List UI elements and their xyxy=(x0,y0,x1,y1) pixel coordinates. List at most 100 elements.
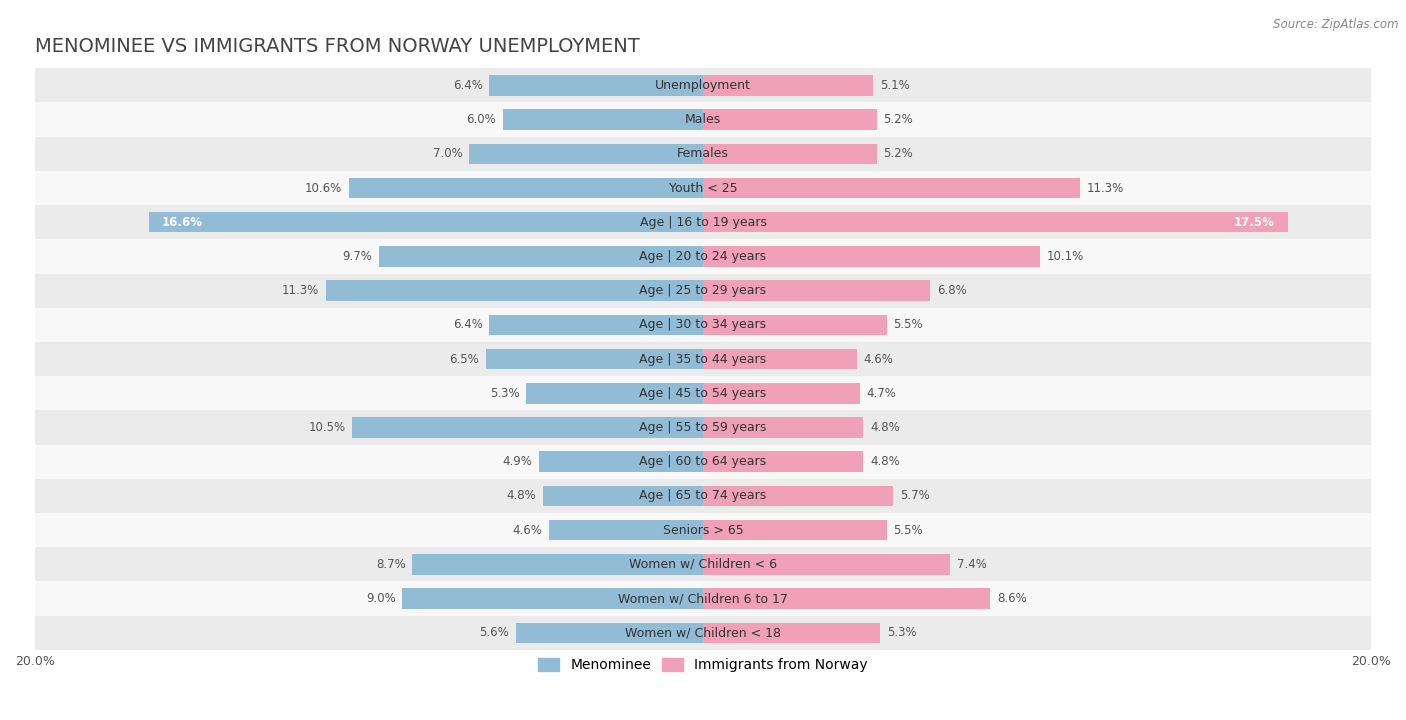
Text: 5.6%: 5.6% xyxy=(479,626,509,639)
Text: 7.4%: 7.4% xyxy=(957,558,987,571)
Bar xyxy=(703,588,990,609)
Bar xyxy=(486,348,703,369)
Text: Women w/ Children < 18: Women w/ Children < 18 xyxy=(626,626,780,639)
Bar xyxy=(703,246,1040,266)
Bar xyxy=(502,109,703,130)
Text: 8.6%: 8.6% xyxy=(997,592,1026,605)
Text: 9.7%: 9.7% xyxy=(343,250,373,263)
Bar xyxy=(35,616,1371,650)
Text: Age | 35 to 44 years: Age | 35 to 44 years xyxy=(640,353,766,366)
Text: Age | 60 to 64 years: Age | 60 to 64 years xyxy=(640,455,766,468)
Bar xyxy=(543,486,703,506)
Text: 16.6%: 16.6% xyxy=(162,216,202,229)
Bar xyxy=(516,623,703,643)
Bar xyxy=(703,554,950,575)
Text: 4.7%: 4.7% xyxy=(866,387,897,400)
Bar xyxy=(35,513,1371,547)
Bar xyxy=(489,75,703,96)
Text: 6.8%: 6.8% xyxy=(936,284,966,297)
Text: Age | 30 to 34 years: Age | 30 to 34 years xyxy=(640,318,766,331)
Bar xyxy=(703,280,931,301)
Text: 4.6%: 4.6% xyxy=(513,523,543,536)
Bar xyxy=(35,376,1371,410)
Text: Women w/ Children 6 to 17: Women w/ Children 6 to 17 xyxy=(619,592,787,605)
Text: 8.7%: 8.7% xyxy=(375,558,406,571)
Bar xyxy=(35,137,1371,171)
Text: 5.7%: 5.7% xyxy=(900,490,929,503)
Text: 6.0%: 6.0% xyxy=(467,113,496,126)
Bar xyxy=(35,274,1371,307)
Text: Age | 55 to 59 years: Age | 55 to 59 years xyxy=(640,421,766,434)
Bar xyxy=(703,178,1080,198)
Text: 5.2%: 5.2% xyxy=(883,113,912,126)
Legend: Menominee, Immigrants from Norway: Menominee, Immigrants from Norway xyxy=(533,653,873,678)
Bar xyxy=(489,315,703,335)
Text: Youth < 25: Youth < 25 xyxy=(669,181,737,194)
Bar xyxy=(470,143,703,164)
Bar xyxy=(412,554,703,575)
Bar xyxy=(703,143,877,164)
Bar xyxy=(35,205,1371,239)
Text: 10.6%: 10.6% xyxy=(305,181,342,194)
Bar xyxy=(35,171,1371,205)
Text: 7.0%: 7.0% xyxy=(433,148,463,161)
Text: Age | 16 to 19 years: Age | 16 to 19 years xyxy=(640,216,766,229)
Bar xyxy=(703,212,1288,233)
Bar xyxy=(703,109,877,130)
Bar xyxy=(35,582,1371,616)
Bar xyxy=(703,417,863,438)
Bar xyxy=(703,315,887,335)
Bar xyxy=(149,212,703,233)
Bar xyxy=(353,417,703,438)
Text: 11.3%: 11.3% xyxy=(1087,181,1125,194)
Text: Age | 65 to 74 years: Age | 65 to 74 years xyxy=(640,490,766,503)
Text: Women w/ Children < 6: Women w/ Children < 6 xyxy=(628,558,778,571)
Bar xyxy=(349,178,703,198)
Text: 5.3%: 5.3% xyxy=(489,387,519,400)
Text: 11.3%: 11.3% xyxy=(281,284,319,297)
Text: Males: Males xyxy=(685,113,721,126)
Bar xyxy=(35,102,1371,137)
Bar xyxy=(703,75,873,96)
Bar xyxy=(703,623,880,643)
Bar xyxy=(35,342,1371,376)
Text: 9.0%: 9.0% xyxy=(366,592,395,605)
Bar xyxy=(35,445,1371,479)
Text: 5.2%: 5.2% xyxy=(883,148,912,161)
Text: 4.8%: 4.8% xyxy=(506,490,536,503)
Bar xyxy=(526,383,703,403)
Text: 4.9%: 4.9% xyxy=(503,455,533,468)
Text: MENOMINEE VS IMMIGRANTS FROM NORWAY UNEMPLOYMENT: MENOMINEE VS IMMIGRANTS FROM NORWAY UNEM… xyxy=(35,37,640,55)
Bar xyxy=(550,520,703,541)
Bar xyxy=(703,451,863,472)
Text: Seniors > 65: Seniors > 65 xyxy=(662,523,744,536)
Text: 4.6%: 4.6% xyxy=(863,353,893,366)
Text: 4.8%: 4.8% xyxy=(870,421,900,434)
Text: Females: Females xyxy=(678,148,728,161)
Bar xyxy=(35,68,1371,102)
Text: 6.4%: 6.4% xyxy=(453,79,482,92)
Bar xyxy=(703,486,893,506)
Bar xyxy=(35,410,1371,445)
Bar xyxy=(402,588,703,609)
Bar xyxy=(326,280,703,301)
Bar xyxy=(35,479,1371,513)
Text: 10.1%: 10.1% xyxy=(1047,250,1084,263)
Text: Age | 45 to 54 years: Age | 45 to 54 years xyxy=(640,387,766,400)
Text: 6.4%: 6.4% xyxy=(453,318,482,331)
Bar xyxy=(703,383,860,403)
Bar xyxy=(35,547,1371,582)
Bar xyxy=(703,520,887,541)
Text: 5.5%: 5.5% xyxy=(893,318,922,331)
Text: Age | 20 to 24 years: Age | 20 to 24 years xyxy=(640,250,766,263)
Bar xyxy=(703,348,856,369)
Text: 5.1%: 5.1% xyxy=(880,79,910,92)
Bar xyxy=(35,239,1371,274)
Text: 6.5%: 6.5% xyxy=(450,353,479,366)
Text: 5.3%: 5.3% xyxy=(887,626,917,639)
Text: 4.8%: 4.8% xyxy=(870,455,900,468)
Text: Age | 25 to 29 years: Age | 25 to 29 years xyxy=(640,284,766,297)
Text: Source: ZipAtlas.com: Source: ZipAtlas.com xyxy=(1274,18,1399,31)
Text: 5.5%: 5.5% xyxy=(893,523,922,536)
Bar xyxy=(35,307,1371,342)
